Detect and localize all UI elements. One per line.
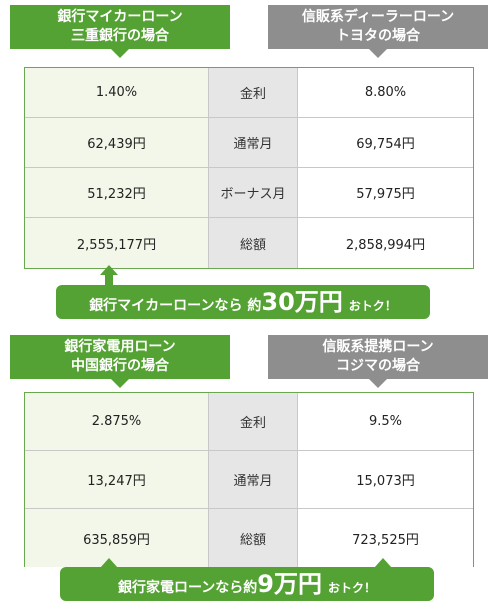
banner-suffix: おトク！ — [328, 581, 377, 595]
table-row: 51,232円 ボーナス月 57,975円 — [25, 168, 473, 218]
bank-loan-title: 銀行マイカーローン — [57, 9, 183, 25]
comparison-table: 2.875% 金利 9.5% 13,247円 通常月 15,073円 635,8… — [24, 392, 474, 567]
bank-value: 2,555,177円 — [25, 218, 209, 268]
row-label: 通常月 — [209, 451, 298, 508]
row-label: ボーナス月 — [209, 168, 298, 217]
dealer-value: 9.5% — [298, 393, 473, 450]
dealer-value: 69,754円 — [298, 118, 473, 167]
banner-suffix: おトク！ — [348, 299, 397, 313]
row-label: 総額 — [209, 218, 298, 268]
banner-text: 銀行家電ローンなら約 — [117, 580, 258, 596]
up-arrow-icon — [100, 265, 118, 286]
table-row: 635,859円 総額 723,525円 — [25, 509, 473, 567]
banner-amount: 9万円 — [257, 570, 322, 598]
bank-loan-header: 銀行家電用ローン 中国銀行の場合 — [10, 335, 230, 388]
savings-banner: 銀行マイカーローンなら 約 30万円 おトク！ — [56, 285, 430, 319]
table-row: 62,439円 通常月 69,754円 — [25, 118, 473, 168]
dealer-loan-header: 信販系提携ローン コジマの場合 — [268, 335, 488, 388]
dealer-value: 57,975円 — [298, 168, 473, 217]
banner-text: 銀行マイカーローンなら 約 — [89, 298, 262, 314]
bank-value: 51,232円 — [25, 168, 209, 217]
dealer-loan-subtitle: トヨタの場合 — [335, 28, 420, 44]
comparison-table: 1.40% 金利 8.80% 62,439円 通常月 69,754円 51,23… — [24, 67, 474, 269]
bank-loan-title: 銀行家電用ローン — [64, 339, 176, 355]
table-row: 2,555,177円 総額 2,858,994円 — [25, 218, 473, 268]
bank-value: 635,859円 — [25, 509, 209, 567]
dealer-value: 723,525円 — [298, 509, 473, 567]
dealer-loan-title: 信販系提携ローン — [322, 339, 434, 355]
table-row: 2.875% 金利 9.5% — [25, 393, 473, 451]
row-label: 金利 — [209, 393, 298, 450]
row-label: 通常月 — [209, 118, 298, 167]
table-row: 1.40% 金利 8.80% — [25, 68, 473, 118]
bank-value: 13,247円 — [25, 451, 209, 508]
bank-value: 2.875% — [25, 393, 209, 450]
savings-banner: 銀行家電ローンなら約 9万円 おトク！ — [60, 567, 434, 601]
comparison-car-loan: 銀行マイカーローン 三重銀行の場合 信販系ディーラーローン トヨタの場合 1.40%… — [10, 5, 488, 319]
dealer-value: 2,858,994円 — [298, 218, 473, 268]
dealer-value: 8.80% — [298, 68, 473, 117]
comparison-appliance-loan: 銀行家電用ローン 中国銀行の場合 信販系提携ローン コジマの場合 2.875% 金利… — [0, 330, 500, 610]
bank-loan-subtitle: 三重銀行の場合 — [71, 28, 169, 44]
bank-value: 62,439円 — [25, 118, 209, 167]
dealer-loan-header: 信販系ディーラーローン トヨタの場合 — [268, 5, 488, 58]
bank-value: 1.40% — [25, 68, 209, 117]
row-label: 総額 — [209, 509, 298, 567]
bank-loan-header: 銀行マイカーローン 三重銀行の場合 — [10, 5, 230, 58]
dealer-loan-title: 信販系ディーラーローン — [301, 9, 455, 25]
table-row: 13,247円 通常月 15,073円 — [25, 451, 473, 509]
banner-amount: 30万円 — [261, 288, 343, 316]
dealer-loan-subtitle: コジマの場合 — [336, 358, 420, 374]
dealer-value: 15,073円 — [298, 451, 473, 508]
row-label: 金利 — [209, 68, 298, 117]
bank-loan-subtitle: 中国銀行の場合 — [71, 358, 169, 374]
